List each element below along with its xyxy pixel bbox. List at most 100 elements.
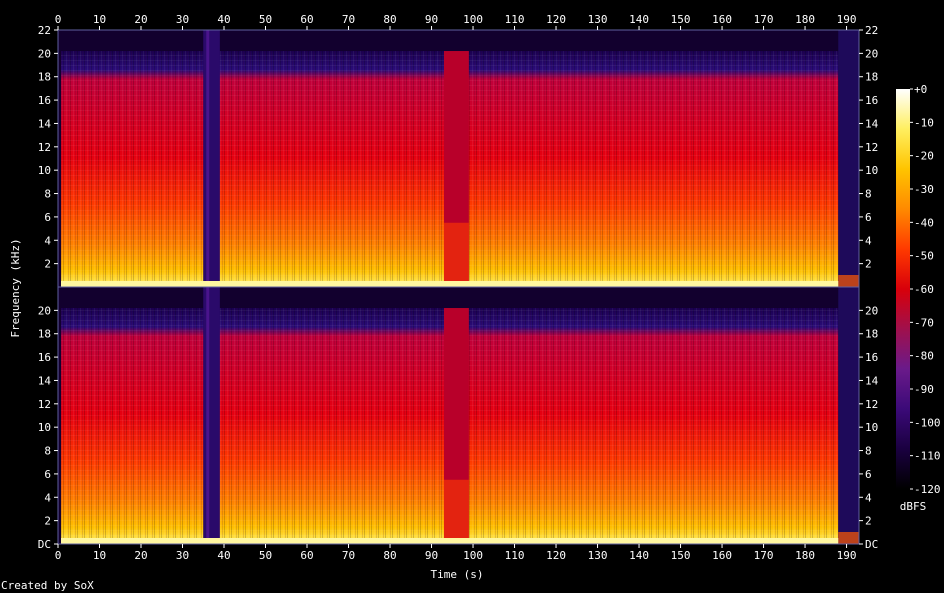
y-tick-label-left: 4 — [44, 234, 51, 247]
x-tick-label-bottom: 180 — [795, 549, 815, 562]
y-tick-label-right: 8 — [865, 188, 872, 201]
colorbar-tick-label: -120 — [914, 483, 941, 496]
x-tick-label-bottom: 190 — [837, 549, 857, 562]
colorbar-tick-label: -40 — [914, 216, 934, 229]
y-tick-label-left: 6 — [44, 468, 51, 481]
y-tick-label-right: 20 — [865, 304, 878, 317]
x-tick-label-bottom: 160 — [712, 549, 732, 562]
y-tick-label-left: 20 — [38, 304, 51, 317]
y-tick-label-left: 12 — [38, 398, 51, 411]
x-tick-label-bottom: 100 — [463, 549, 483, 562]
tail-low — [838, 532, 859, 544]
tail-low — [838, 275, 859, 287]
y-tick-label-right: 12 — [865, 398, 878, 411]
x-tick-label-bottom: 70 — [342, 549, 355, 562]
colorbar-tick-label: -50 — [914, 250, 934, 263]
y-tick-label-left: 14 — [38, 374, 52, 387]
x-tick-label-top: 90 — [425, 13, 438, 26]
x-tick-label-top: 190 — [837, 13, 857, 26]
x-tick-label-bottom: 80 — [383, 549, 396, 562]
y-tick-label-right: 6 — [865, 211, 872, 224]
y-tick-label-right: 20 — [865, 47, 878, 60]
x-tick-label-top: 70 — [342, 13, 355, 26]
y-tick-label-left: 22 — [38, 24, 51, 37]
x-tick-label-top: 10 — [93, 13, 106, 26]
quiet-segment-low — [443, 479, 469, 544]
y-tick-label-right: 10 — [865, 164, 878, 177]
x-tick-label-top: 100 — [463, 13, 483, 26]
colorbar-tick-label: -80 — [914, 350, 934, 363]
x-tick-label-top: 30 — [176, 13, 189, 26]
colorbar-tick-label: -90 — [914, 383, 934, 396]
y-tick-label-left: DC — [38, 538, 51, 551]
low-band — [61, 281, 839, 287]
tail-fade — [838, 287, 859, 544]
y-tick-label-right: 12 — [865, 141, 878, 154]
low-band — [61, 538, 839, 544]
colorbar-tick-label: -70 — [914, 316, 934, 329]
y-tick-label-left: 18 — [38, 328, 51, 341]
x-tick-label-bottom: 0 — [55, 549, 62, 562]
x-tick-label-top: 150 — [671, 13, 691, 26]
y-tick-label-right: 14 — [865, 117, 879, 130]
x-tick-label-top: 60 — [300, 13, 313, 26]
x-tick-label-bottom: 30 — [176, 549, 189, 562]
axis-ticks — [54, 26, 863, 548]
x-tick-label-bottom: 120 — [546, 549, 566, 562]
spectrogram-panel-top — [57, 29, 860, 288]
x-tick-label-bottom: 170 — [754, 549, 774, 562]
colorbar-tick-label: +0 — [914, 83, 927, 96]
tail-fade — [838, 30, 859, 287]
y-tick-label-left: 10 — [38, 164, 51, 177]
y-tick-label-left: 16 — [38, 94, 51, 107]
y-tick-label-right: 18 — [865, 328, 878, 341]
colorbar: +0 -10 -20 -30 -40 -50 -60 -70 -80 -90 -100 -110 -12… — [896, 83, 941, 496]
y-tick-label-left: 8 — [44, 445, 51, 458]
y-tick-label-left: 14 — [38, 117, 52, 130]
x-tick-label-top: 80 — [383, 13, 396, 26]
y-tick-label-left: 6 — [44, 211, 51, 224]
y-axis-title: Frequency (kHz) — [9, 238, 22, 337]
y-tick-label-left: 2 — [44, 515, 51, 528]
y-tick-label-left: 20 — [38, 47, 51, 60]
y-tick-label-right: 14 — [865, 374, 879, 387]
y-tick-label-left: 8 — [44, 188, 51, 201]
x-tick-label-bottom: 50 — [259, 549, 272, 562]
x-tick-label-top: 50 — [259, 13, 272, 26]
y-tick-label-left: 10 — [38, 421, 51, 434]
colorbar-tick-label: -30 — [914, 183, 934, 196]
colorbar-tick-label: -60 — [914, 283, 934, 296]
x-tick-label-top: 20 — [134, 13, 147, 26]
y-tick-label-left: 2 — [44, 258, 51, 271]
y-tick-label-right: 4 — [865, 491, 872, 504]
colorbar-tick-label: -110 — [914, 450, 941, 463]
y-tick-label-right: 2 — [865, 515, 872, 528]
x-tick-label-bottom: 90 — [425, 549, 438, 562]
credit-text: Created by SoX — [1, 579, 94, 592]
x-tick-label-bottom: 140 — [629, 549, 649, 562]
axis-labels: 0 0 10 10 20 20 30 30 40 40 50 50 60 60 70 70 80 80 90 90 10… — [38, 13, 879, 562]
y-tick-label-right: DC — [865, 538, 878, 551]
x-tick-label-top: 130 — [588, 13, 608, 26]
colorbar-tick-label: -100 — [914, 416, 941, 429]
y-tick-label-right: 10 — [865, 421, 878, 434]
y-tick-label-right: 16 — [865, 94, 878, 107]
y-tick-label-left: 16 — [38, 351, 51, 364]
quiet-segment — [203, 30, 220, 287]
x-axis-title: Time (s) — [431, 568, 484, 581]
quiet-segment-edge — [206, 30, 210, 287]
quiet-segment — [203, 287, 220, 544]
x-tick-label-bottom: 130 — [588, 549, 608, 562]
quiet-segment-low — [443, 222, 469, 287]
y-tick-label-right: 18 — [865, 71, 878, 84]
x-tick-label-bottom: 110 — [505, 549, 525, 562]
panel-frame — [57, 286, 860, 545]
x-tick-label-top: 120 — [546, 13, 566, 26]
x-tick-label-bottom: 10 — [93, 549, 106, 562]
quiet-segment-edge — [206, 287, 210, 544]
y-tick-label-left: 18 — [38, 71, 51, 84]
x-tick-label-top: 0 — [55, 13, 62, 26]
y-tick-label-right: 8 — [865, 445, 872, 458]
x-tick-label-top: 170 — [754, 13, 774, 26]
